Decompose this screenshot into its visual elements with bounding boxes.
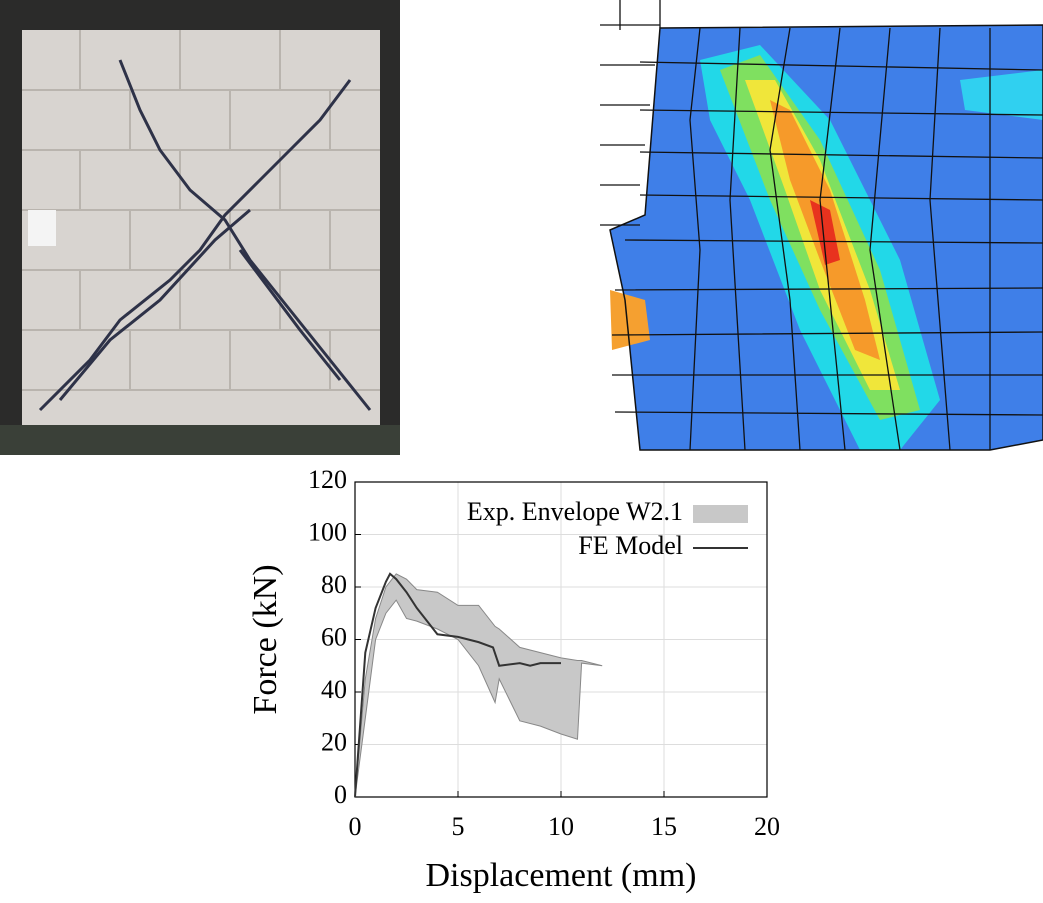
x-tick-label: 20 bbox=[754, 812, 780, 841]
y-tick-label: 80 bbox=[321, 570, 347, 599]
envelope-band bbox=[354, 573, 603, 798]
y-axis-label: Force (kN) bbox=[247, 564, 284, 714]
x-tick-label: 15 bbox=[651, 812, 677, 841]
fe-line bbox=[354, 572, 561, 798]
plot-frame bbox=[354, 481, 768, 798]
x-tick-label: 0 bbox=[349, 812, 362, 841]
x-tick-label: 10 bbox=[548, 812, 574, 841]
legend-label: Exp. Envelope W2.1 bbox=[467, 497, 683, 526]
chart: 0 5 10 15 20 0 20 40 60 80 100 120 Displacement (mm)… bbox=[247, 465, 780, 894]
x-axis-label: Displacement (mm) bbox=[426, 857, 697, 894]
x-tick-label: 5 bbox=[452, 812, 465, 841]
y-tick-label: 0 bbox=[334, 780, 347, 809]
legend-swatch bbox=[693, 505, 748, 523]
y-tick-label: 120 bbox=[308, 465, 347, 494]
y-tick-label: 40 bbox=[321, 675, 347, 704]
y-tick-label: 60 bbox=[321, 622, 347, 651]
y-tick-label: 100 bbox=[308, 517, 347, 546]
wall-photo bbox=[0, 0, 400, 455]
legend-label: FE Model bbox=[578, 531, 683, 560]
fe-contour bbox=[600, 0, 1043, 451]
y-tick-label: 20 bbox=[321, 727, 347, 756]
